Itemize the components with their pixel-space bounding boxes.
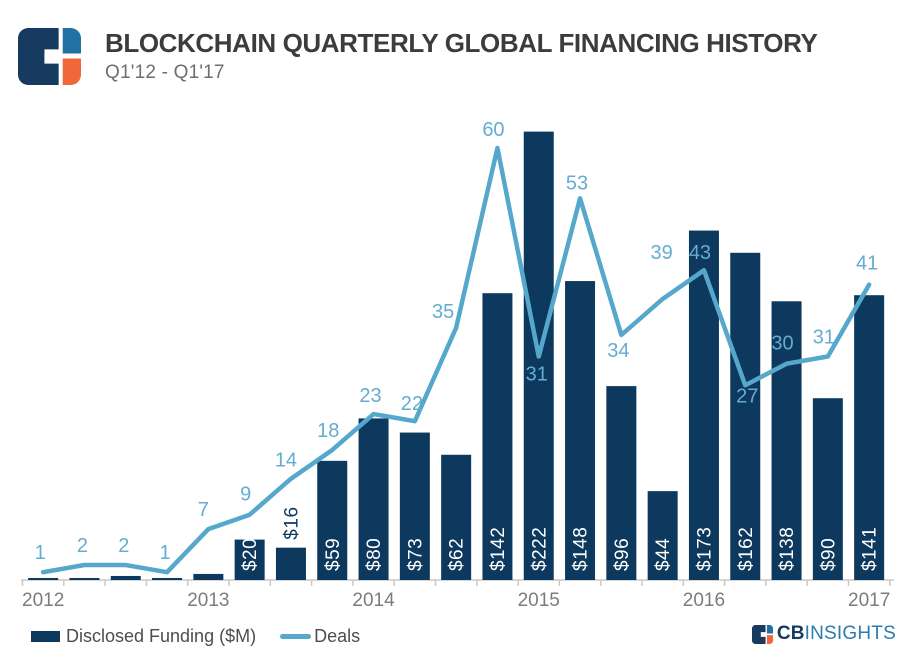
deals-count-label: 35 (432, 301, 454, 323)
deals-count-label: 53 (566, 172, 588, 194)
funding-value-label: $141 (860, 527, 881, 571)
funding-legend-label: Disclosed Funding ($M) (66, 626, 257, 646)
funding-bar (317, 460, 348, 580)
funding-bar (730, 252, 761, 580)
year-label: 2013 (187, 590, 229, 611)
deals-count-label: 18 (317, 420, 339, 442)
brand-insights-text: INSIGHTS (804, 623, 896, 644)
funding-bar (152, 577, 183, 580)
funding-bar (441, 454, 472, 580)
deals-count-label: 34 (607, 340, 629, 362)
funding-bar (812, 398, 843, 580)
funding-bar (69, 577, 100, 580)
funding-bar (854, 295, 885, 580)
funding-bar (110, 575, 141, 580)
deals-count-label: 1 (35, 542, 46, 564)
funding-value-label: $96 (612, 538, 633, 571)
funding-bar (275, 547, 306, 580)
year-label: 2014 (352, 590, 395, 611)
funding-bar (647, 491, 678, 580)
funding-value-label: $62 (447, 538, 468, 571)
funding-bar (482, 293, 513, 580)
deals-count-label: 27 (736, 385, 758, 407)
funding-value-label: $16 (281, 506, 302, 539)
title-block: BLOCKCHAIN QUARTERLY GLOBAL FINANCING HI… (105, 28, 818, 84)
deals-count-label: 60 (482, 119, 504, 141)
deals-legend-label: Deals (314, 626, 361, 646)
funding-value-label: $44 (653, 538, 674, 571)
funding-value-label: $162 (736, 527, 757, 571)
funding-value-label: $138 (777, 527, 798, 571)
header: BLOCKCHAIN QUARTERLY GLOBAL FINANCING HI… (18, 28, 818, 85)
funding-bar (358, 418, 389, 580)
deals-count-label: 1 (159, 542, 170, 564)
deals-count-label: 9 (240, 484, 251, 506)
funding-bar (28, 577, 59, 580)
year-label: 2016 (683, 590, 725, 611)
cbinsights-logo-icon (18, 28, 81, 85)
deals-count-label: 31 (526, 364, 548, 386)
funding-value-label: $20 (240, 538, 261, 571)
funding-value-label: $90 (818, 538, 839, 571)
deals-count-label: 14 (275, 450, 297, 472)
funding-value-label: $142 (488, 527, 509, 571)
funding-bar (193, 573, 224, 580)
funding-value-label: $148 (571, 527, 592, 571)
year-label: 2012 (22, 590, 64, 611)
funding-bar (234, 539, 265, 580)
funding-value-label: $73 (405, 538, 426, 571)
funding-value-label: $222 (529, 527, 550, 571)
funding-bar (399, 432, 430, 580)
funding-value-label: $59 (323, 538, 344, 571)
deals-count-label: 31 (813, 327, 835, 349)
deals-swatch-icon (280, 634, 312, 639)
deals-count-label: 30 (771, 333, 793, 355)
chart-title: BLOCKCHAIN QUARTERLY GLOBAL FINANCING HI… (105, 28, 818, 58)
financing-chart: $20 $16 $59 $80 $73 $62 $142 $222 $148 $96 $44 $173… (21, 119, 894, 611)
funding-bar (688, 230, 719, 580)
deals-line (40, 145, 872, 575)
funding-bar (606, 386, 637, 580)
deals-count-label: 7 (198, 499, 209, 521)
deals-count-label: 22 (401, 393, 423, 415)
deals-count-label: 43 (689, 242, 711, 264)
funding-bar (771, 301, 802, 580)
deals-count-label: 39 (651, 242, 673, 264)
brand-cb-text: CB (776, 623, 805, 644)
funding-bar (565, 281, 596, 580)
deals-count-label: 23 (359, 385, 381, 407)
year-label: 2015 (518, 590, 560, 611)
legend: Disclosed Funding ($M) Deals (31, 626, 360, 647)
chart-subtitle: Q1'12 - Q1'17 (105, 62, 225, 83)
year-label: 2017 (848, 590, 890, 611)
funding-value-label: $173 (694, 527, 715, 571)
cbinsights-mark-icon (751, 624, 773, 644)
deals-count-label: 2 (118, 535, 129, 557)
deals-count-label: 2 (77, 535, 88, 557)
funding-swatch-icon (31, 631, 60, 642)
cbinsights-wordmark: CB INSIGHTS (751, 623, 896, 645)
funding-value-label: $80 (364, 538, 385, 571)
deals-count-label: 41 (856, 253, 878, 275)
